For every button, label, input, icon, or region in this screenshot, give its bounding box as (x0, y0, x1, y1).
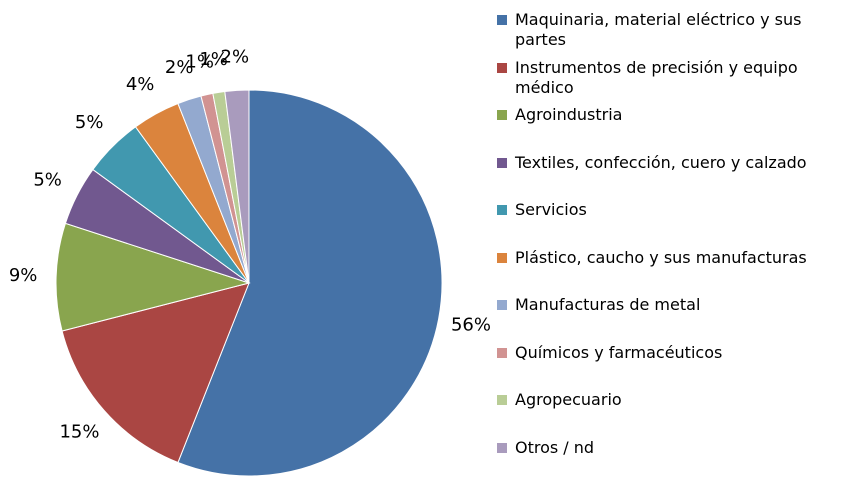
data-label: 56% (451, 314, 491, 335)
legend-label: Textiles, confección, cuero y calzado (515, 152, 807, 172)
legend-swatch (497, 347, 507, 358)
legend-label: Instrumentos de precisión y equipo médic… (515, 57, 798, 97)
legend-entry: Químicos y farmacéuticos (497, 343, 842, 363)
legend-entry: Agropecuario (497, 390, 842, 410)
legend-entry: Maquinaria, material eléctrico y sus par… (497, 10, 842, 50)
legend-entry: Textiles, confección, cuero y calzado (497, 153, 842, 173)
data-label: 1% (185, 51, 214, 72)
legend-entry: Otros / nd (497, 438, 842, 458)
legend-label: Plástico, caucho y sus manufacturas (515, 247, 807, 267)
legend-entry: Plástico, caucho y sus manufacturas (497, 248, 842, 268)
legend-entry: Servicios (497, 200, 842, 220)
pie-slice (224, 89, 250, 284)
pie-slice (55, 222, 251, 332)
legend-entry: Manufacturas de metal (497, 295, 842, 315)
legend-swatch (497, 442, 507, 453)
legend-swatch (497, 110, 507, 120)
data-label: 15% (59, 421, 99, 442)
legend-label: Agroindustria (515, 105, 623, 124)
pie-slice (177, 89, 443, 477)
legend-label: Químicos y farmacéuticos (515, 342, 723, 362)
data-label: 1% (199, 49, 228, 70)
legend-label: Otros / nd (515, 437, 595, 457)
legend-swatch (497, 157, 507, 168)
legend-label: Manufacturas de metal (515, 295, 701, 314)
data-label: 5% (75, 112, 104, 133)
legend-swatch (497, 252, 507, 263)
data-label: 9% (9, 265, 38, 286)
legend-label: Agropecuario (515, 390, 622, 409)
legend-label: Maquinaria, material eléctrico y sus par… (515, 10, 802, 49)
data-label: 2% (165, 57, 194, 78)
legend-swatch (497, 62, 507, 73)
legend-entry: Instrumentos de precisión y equipo médic… (497, 58, 842, 98)
data-label: 4% (126, 74, 155, 95)
data-label: 5% (33, 169, 62, 190)
legend-swatch (497, 395, 507, 405)
legend-label: Servicios (515, 200, 587, 219)
pie-slice (61, 282, 250, 464)
legend-swatch (497, 300, 507, 310)
legend-swatch (497, 205, 507, 215)
legend-swatch (497, 15, 507, 25)
legend-entry: Agroindustria (497, 105, 842, 125)
data-label: 2% (221, 46, 250, 67)
